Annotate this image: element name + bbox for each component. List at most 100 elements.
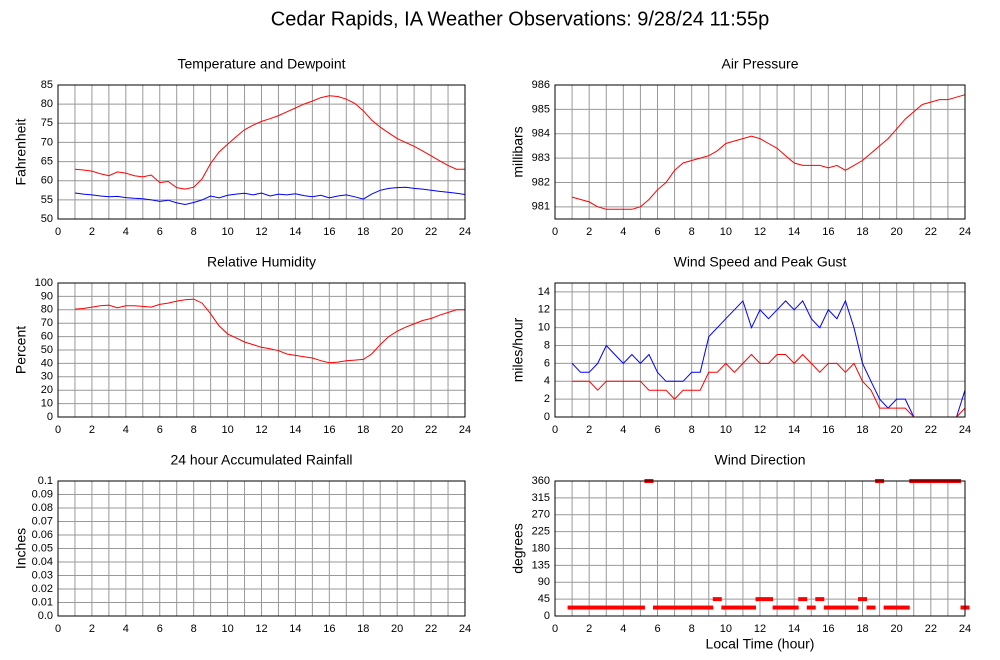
x-tick-label: 24 [459,623,471,635]
x-tick-label: 6 [654,623,660,635]
y-tick-label: 80 [41,304,53,316]
x-tick-label: 4 [123,226,129,238]
x-tick-label: 18 [357,226,369,238]
y-tick-label: 360 [532,475,550,487]
y-tick-label: 0 [544,610,550,622]
y-tick-label: 70 [41,317,53,329]
y-tick-label: 0.02 [32,583,53,595]
y-axis-label: degrees [510,523,526,574]
data-point [635,605,645,610]
x-tick-label: 4 [620,424,626,436]
x-tick-label: 14 [289,424,301,436]
y-tick-label: 55 [41,194,53,206]
x-tick-label: 0 [55,226,61,238]
data-point [576,605,586,610]
y-tick-label: 985 [532,103,550,115]
data-point [883,605,893,610]
x-tick-label: 24 [459,424,471,436]
y-tick-label: 10 [538,322,550,334]
x-tick-label: 8 [689,424,695,436]
x-tick-label: 10 [720,226,732,238]
x-tick-label: 20 [391,226,403,238]
x-tick-label: 6 [157,424,163,436]
plot-border [57,480,466,617]
x-tick-label: 6 [654,226,660,238]
y-tick-label: 14 [538,286,550,298]
y-tick-label: 85 [41,79,53,91]
x-tick-label: 16 [822,424,834,436]
y-tick-label: 50 [41,213,53,225]
y-tick-label: 70 [41,136,53,148]
x-tick-label: 16 [323,424,335,436]
y-tick-label: 0.09 [32,488,53,500]
x-tick-label: 2 [89,424,95,436]
data-point [593,605,603,610]
x-tick-label: 6 [157,623,163,635]
x-tick-label: 0 [55,424,61,436]
y-tick-label: 270 [532,509,550,521]
y-tick-label: 80 [41,98,53,110]
x-tick-label: 4 [620,623,626,635]
x-tick-label: 2 [586,226,592,238]
y-tick-label: 10 [41,398,53,410]
x-tick-label: 24 [959,623,971,635]
x-tick-label: 12 [255,623,267,635]
plot-border [554,282,966,418]
panel-title: Wind Direction [714,452,805,468]
y-tick-label: 0.06 [32,529,53,541]
y-tick-label: 984 [532,128,550,140]
x-tick-label: 18 [856,226,868,238]
x-tick-label: 22 [925,623,937,635]
y-tick-label: 20 [41,384,53,396]
data-point [764,597,774,602]
x-tick-label: 8 [191,424,197,436]
y-tick-label: 135 [532,559,550,571]
y-tick-label: 30 [41,371,53,383]
x-tick-label: 8 [191,623,197,635]
y-tick-label: 0.01 [32,596,53,608]
y-tick-label: 60 [41,331,53,343]
x-tick-label: 14 [788,226,800,238]
data-point [738,605,748,610]
y-tick-label: 982 [532,176,550,188]
data-point [687,605,697,610]
data-line [571,299,966,418]
data-point [729,605,739,610]
data-point [755,597,765,602]
y-tick-label: 60 [41,175,53,187]
data-line [74,186,466,206]
x-tick-label: 0 [55,623,61,635]
y-axis-label: Inches [13,528,29,569]
y-tick-label: 65 [41,155,53,167]
x-tick-label: 12 [754,424,766,436]
x-tick-label: 10 [720,424,732,436]
data-point [695,605,705,610]
x-tick-label: 0 [552,424,558,436]
x-tick-label: 22 [925,226,937,238]
data-point [704,605,714,610]
y-tick-label: 0 [47,411,53,423]
data-point [815,597,825,602]
y-tick-label: 50 [41,344,53,356]
y-tick-label: 12 [538,304,550,316]
panel-title: Temperature and Dewpoint [177,56,345,72]
x-tick-label: 16 [822,226,834,238]
x-tick-label: 4 [123,424,129,436]
data-point [866,605,876,610]
y-tick-label: 2 [544,393,550,405]
y-tick-label: 0.0 [38,610,53,622]
x-tick-label: 2 [89,623,95,635]
x-tick-label: 2 [586,623,592,635]
x-tick-label: 20 [891,226,903,238]
data-line [572,353,966,418]
data-point [712,597,722,602]
x-tick-label: 22 [425,623,437,635]
data-line [571,94,966,210]
data-point [746,605,756,610]
y-tick-label: 315 [532,492,550,504]
x-tick-label: 24 [459,226,471,238]
y-axis-label: Percent [13,326,29,374]
page-title: Cedar Rapids, IA Weather Observations: 9… [271,8,769,30]
data-point [610,605,620,610]
x-tick-label: 8 [689,226,695,238]
